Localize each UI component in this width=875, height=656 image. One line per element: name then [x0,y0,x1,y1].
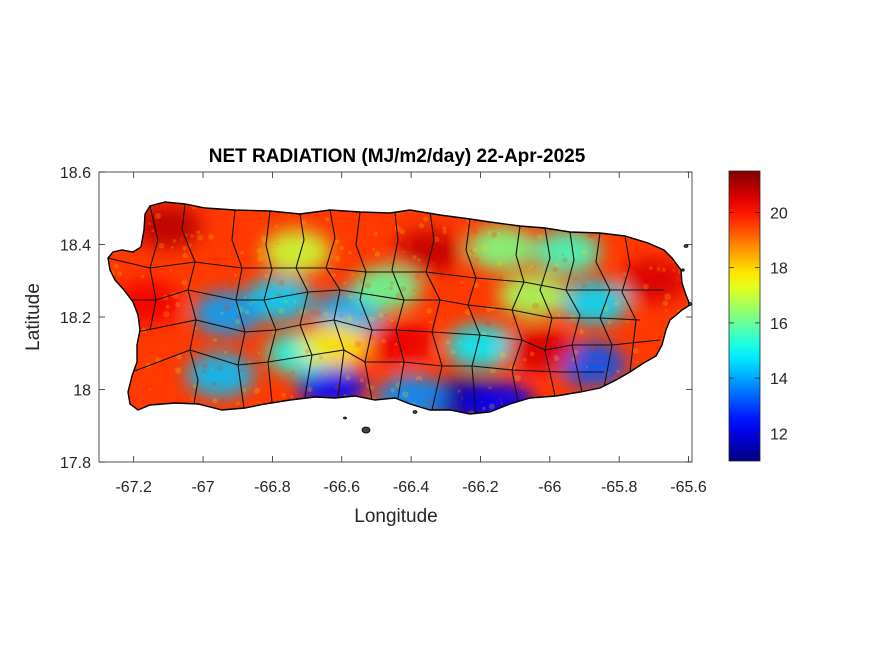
municipality-boundary [595,232,613,389]
colorbar-tick-label: 16 [770,316,788,333]
island-outline [107,201,691,415]
islet [688,302,692,306]
municipality-boundary [131,349,604,373]
colorbar-ticks: 12 14 16 18 20 [729,205,788,443]
field-region [262,229,331,274]
field-region [619,258,688,303]
x-tick-label: -65.6 [670,479,707,496]
field-region [186,353,255,397]
municipality-boundary [539,227,556,397]
x-tick-label: -66.8 [254,479,291,496]
field-region [193,291,262,336]
municipality-boundary [115,289,641,321]
colorbar-ramp [728,170,761,462]
colorbar-tick-label: 18 [770,261,788,278]
chart-title: NET RADIATION (MJ/m2/day) 22-Apr-2025 [209,146,586,167]
y-tick-label: 18 [73,383,91,400]
y-tick-label: 17.8 [60,455,91,472]
x-tick-label: -65.8 [601,479,638,496]
field-region [467,382,536,414]
field-region [366,320,435,365]
municipality-boundary [136,319,661,351]
islet [412,410,418,414]
offshore-islets [343,244,692,434]
municipality-boundary [565,231,583,393]
islet [681,268,685,272]
x-axis: -67.2 -67 -66.8 -66.6 -66.4 -66.2 -66 -65.8 -65.… [115,172,707,496]
field-region [557,342,626,387]
y-tick-label: 18.2 [60,310,91,327]
x-tick-label: -67 [191,479,214,496]
y-tick-label: 18.6 [60,165,91,182]
colorbar-tick-label: 14 [770,371,788,388]
field-region [505,327,574,372]
colorbar: 12 14 16 18 20 [728,170,788,462]
y-axis: 17.8 18 18.2 18.4 18.6 [60,165,692,472]
islet [343,416,347,420]
field-region [446,324,515,368]
field-region [300,324,369,368]
field-region [560,280,629,325]
x-axis-label: Longitude [354,506,437,527]
field-region [245,276,314,321]
colorbar-tick-label: 12 [770,426,788,443]
x-tick-label: -66 [538,479,561,496]
x-tick-label: -67.2 [115,479,152,496]
islet [361,426,371,434]
x-tick-label: -66.2 [462,479,499,496]
field-region [533,229,602,274]
field-region [394,229,463,274]
municipality-boundary [181,203,199,405]
y-tick-label: 18.4 [60,238,91,255]
colorbar-tick-label: 20 [770,205,788,222]
x-tick-label: -66.4 [393,479,430,496]
plot-area [98,171,693,463]
municipality-boundaries [108,203,664,414]
municipality-boundary [108,257,664,291]
field-region [498,273,567,318]
municipality-boundary [621,235,637,373]
islet [683,244,689,248]
x-tick-label: -66.6 [324,479,361,496]
y-axis-label: Latitude [23,283,44,351]
